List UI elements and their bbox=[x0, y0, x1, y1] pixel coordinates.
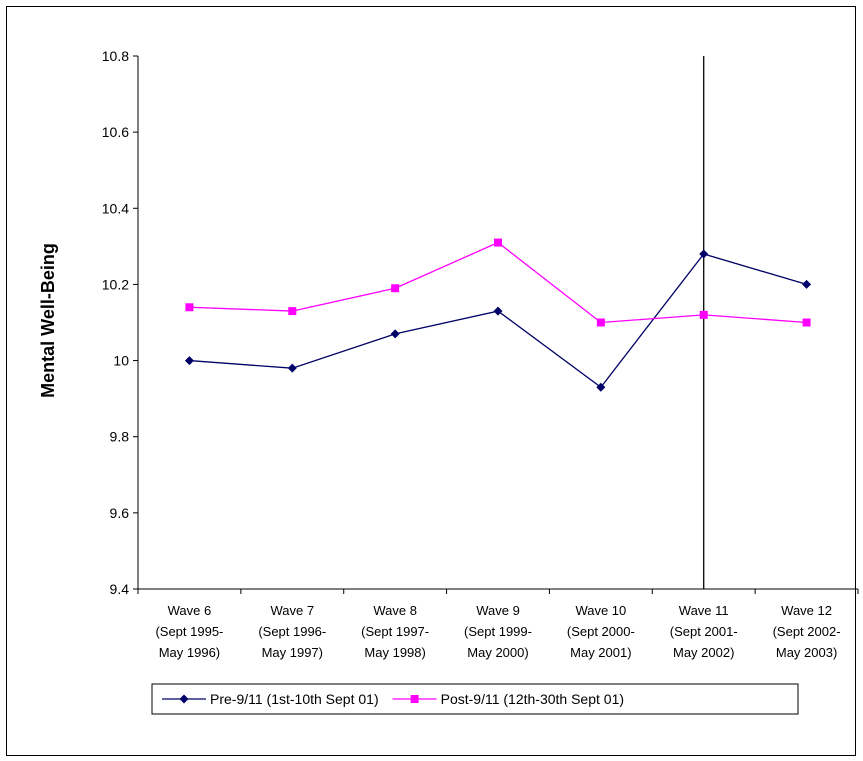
chart-frame bbox=[6, 6, 856, 756]
x-tick-label-line: Wave 9 bbox=[476, 603, 520, 618]
legend-label: Post-9/11 (12th-30th Sept 01) bbox=[441, 691, 624, 707]
x-tick-label-line: May 1996) bbox=[159, 645, 220, 660]
x-tick-label-line: Wave 6 bbox=[168, 603, 212, 618]
data-point bbox=[596, 318, 605, 327]
legend-swatch-marker bbox=[179, 694, 189, 704]
x-tick-label-line: (Sept 1997- bbox=[361, 624, 429, 639]
y-tick-label: 10 bbox=[113, 353, 129, 369]
x-tick-label: Wave 12 (Sept 2002- May 2003) bbox=[773, 603, 841, 660]
x-tick-label-line: May 1997) bbox=[262, 645, 323, 660]
legend-box bbox=[151, 683, 799, 715]
x-tick-label: Wave 8 (Sept 1997- May 1998) bbox=[361, 603, 429, 660]
y-tick-label: 10.8 bbox=[102, 48, 129, 64]
x-tick-label-line: (Sept 2001- bbox=[670, 624, 738, 639]
x-tick-label-line: Wave 7 bbox=[270, 603, 314, 618]
data-point bbox=[391, 284, 400, 293]
x-tick-label: Wave 10 (Sept 2000- May 2001) bbox=[567, 603, 635, 660]
x-tick-label-line: May 2002) bbox=[673, 645, 734, 660]
y-tick-label: 9.8 bbox=[110, 429, 130, 445]
x-tick-label: Wave 9 (Sept 1999- May 2000) bbox=[464, 603, 532, 660]
x-tick-label-line: Wave 12 bbox=[781, 603, 832, 618]
x-tick-label: Wave 11 (Sept 2001- May 2002) bbox=[670, 603, 738, 660]
y-axis-label: Mental Well-Being bbox=[38, 243, 58, 398]
y-tick-label: 10.4 bbox=[102, 200, 129, 216]
x-tick-label-line: (Sept 2000- bbox=[567, 624, 635, 639]
data-point bbox=[802, 318, 811, 327]
x-tick-label-line: (Sept 1996- bbox=[258, 624, 326, 639]
x-tick-label-line: Wave 8 bbox=[373, 603, 417, 618]
data-point bbox=[494, 238, 502, 247]
x-tick-label: Wave 7 (Sept 1996- May 1997) bbox=[258, 603, 326, 660]
x-tick-label-line: May 2001) bbox=[570, 645, 631, 660]
x-tick-label-line: May 2000) bbox=[467, 645, 528, 660]
data-point bbox=[390, 329, 400, 339]
data-point bbox=[699, 249, 709, 259]
legend-swatch-marker bbox=[410, 695, 419, 703]
x-tick-label-line: Wave 10 bbox=[575, 603, 626, 618]
y-tick-label: 10.6 bbox=[102, 124, 129, 140]
x-tick-label-line: Wave 11 bbox=[679, 603, 729, 618]
data-point bbox=[287, 363, 297, 373]
legend-label: Pre-9/11 (1st-10th Sept 01) bbox=[210, 691, 379, 707]
data-point bbox=[184, 356, 194, 366]
data-point bbox=[493, 306, 503, 316]
y-tick-label: 9.4 bbox=[110, 581, 130, 597]
data-point bbox=[288, 307, 297, 316]
data-point bbox=[185, 303, 194, 312]
x-tick-label-line: May 2003) bbox=[776, 645, 837, 660]
data-point bbox=[699, 310, 708, 319]
x-tick-label: Wave 6 (Sept 1995- May 1996) bbox=[155, 603, 223, 660]
x-tick-label-line: (Sept 1995- bbox=[155, 624, 223, 639]
y-tick-label: 10.2 bbox=[102, 276, 129, 292]
data-point bbox=[596, 382, 606, 392]
x-tick-label-line: (Sept 2002- bbox=[773, 624, 841, 639]
x-tick-label-line: May 1998) bbox=[364, 645, 425, 660]
series-line bbox=[189, 253, 807, 389]
y-tick-label: 9.6 bbox=[110, 505, 130, 521]
x-tick-label-line: (Sept 1999- bbox=[464, 624, 532, 639]
data-point bbox=[802, 279, 812, 289]
